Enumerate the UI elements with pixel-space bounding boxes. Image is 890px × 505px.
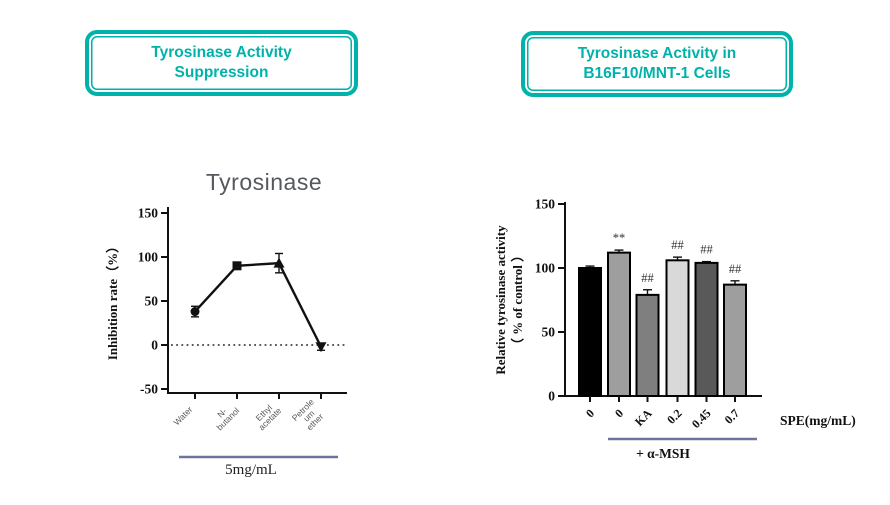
marker-triangle-down xyxy=(315,342,327,353)
marker-circle xyxy=(190,307,200,317)
bar xyxy=(635,293,660,397)
significance-annotation: ## xyxy=(729,262,742,276)
bar xyxy=(694,261,719,397)
bar xyxy=(723,283,747,397)
y-tick-label: 50 xyxy=(145,294,159,309)
significance-annotation: ## xyxy=(671,238,684,252)
x-category-label: Ethylacetate xyxy=(250,399,283,432)
tyrosinase-inhibition-line-chart: Tyrosinase Inhibition rate（%） 150 100 50 0 -50… xyxy=(105,169,347,478)
y-tick-label: 50 xyxy=(542,325,556,340)
right-header-line1: Tyrosinase Activity in xyxy=(577,44,737,62)
y-tick-label: -50 xyxy=(140,382,158,397)
series-line xyxy=(194,261,323,348)
bar xyxy=(578,267,602,397)
left-panel-header-box: Tyrosinase Activity Suppression xyxy=(85,30,358,96)
x-category-label: 0 xyxy=(612,406,626,420)
x-category-label: 0.45 xyxy=(689,406,714,431)
x-axis-unit-label: SPE(mg/mL) xyxy=(780,413,856,428)
y-axis-title-line1: Relative tyrosinase activity xyxy=(493,225,508,375)
y-axis-title: Inhibition rate（%） xyxy=(105,240,120,360)
significance-annotation: ** xyxy=(613,231,626,245)
tyrosinase-activity-bar-chart: Relative tyrosinase activity （ % of contr… xyxy=(493,197,856,462)
right-panel-header-title: Tyrosinase Activity in B16F10/MNT-1 Cell… xyxy=(578,44,737,84)
significance-annotation: ## xyxy=(700,243,713,257)
alpha-msh-label: + α-MSH xyxy=(636,446,690,461)
y-tick-label: 0 xyxy=(151,338,158,353)
bar xyxy=(665,259,690,397)
left-panel-header-title: Tyrosinase Activity Suppression xyxy=(151,43,291,83)
y-tick-label: 100 xyxy=(138,250,159,265)
right-panel-header-box: Tyrosinase Activity in B16F10/MNT-1 Cell… xyxy=(521,31,793,97)
bar xyxy=(607,251,631,397)
y-tick-label: 0 xyxy=(548,389,555,404)
chart-title: Tyrosinase xyxy=(206,169,322,195)
y-tick-label: 150 xyxy=(535,197,556,212)
y-tick-label: 100 xyxy=(535,261,556,276)
x-category-label: 0.7 xyxy=(722,406,743,427)
right-header-line2: B16F10/MNT-1 Cells xyxy=(583,65,731,82)
significance-annotation: ## xyxy=(641,271,654,285)
marker-square xyxy=(232,261,242,271)
x-category-label: Petroleumether xyxy=(290,397,328,435)
marker-triangle-up xyxy=(273,257,285,268)
x-category-label: N-butanol xyxy=(208,399,241,432)
x-category-label: 0.2 xyxy=(664,406,685,427)
y-axis-title-line2: （ % of control ） xyxy=(510,249,525,351)
left-header-line2: Suppression xyxy=(174,64,269,81)
x-category-label: KA xyxy=(632,406,655,429)
left-header-line1: Tyrosinase Activity xyxy=(151,43,292,61)
y-tick-label: 150 xyxy=(138,206,159,221)
x-category-label: 0 xyxy=(583,406,597,420)
x-category-label: Water xyxy=(171,404,194,427)
concentration-label: 5mg/mL xyxy=(225,462,277,478)
